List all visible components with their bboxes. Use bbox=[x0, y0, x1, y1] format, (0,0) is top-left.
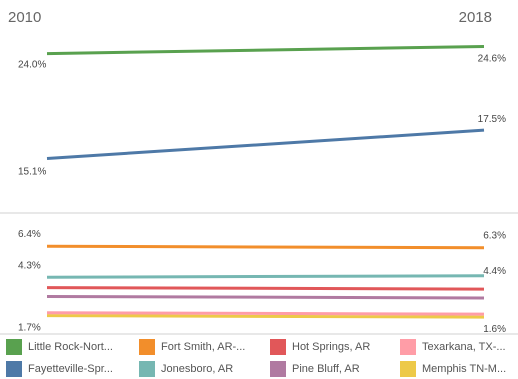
x-label-start: 2010 bbox=[8, 9, 41, 26]
legend-label: Fayetteville-Spr... bbox=[28, 363, 113, 375]
legend-swatch bbox=[139, 339, 155, 355]
legend-item[interactable]: Jonesboro, AR bbox=[139, 359, 233, 379]
value-label: 6.3% bbox=[483, 231, 506, 242]
legend-swatch bbox=[400, 339, 416, 355]
value-label: 1.6% bbox=[483, 324, 506, 335]
legend-item[interactable]: Hot Springs, AR bbox=[270, 337, 370, 357]
legend-swatch bbox=[270, 361, 286, 377]
series-line[interactable] bbox=[46, 286, 485, 291]
legend-label: Little Rock-Nort... bbox=[28, 341, 113, 353]
value-label: 24.0% bbox=[18, 60, 46, 71]
series-line[interactable] bbox=[46, 314, 485, 319]
series-line[interactable] bbox=[46, 274, 485, 279]
value-label: 24.6% bbox=[478, 54, 506, 65]
value-label: 4.4% bbox=[483, 266, 506, 277]
legend-swatch bbox=[6, 361, 22, 377]
legend: Little Rock-Nort... Fort Smith, AR-... H… bbox=[0, 337, 518, 379]
legend-item[interactable]: Pine Bluff, AR bbox=[270, 359, 360, 379]
legend-swatch bbox=[6, 339, 22, 355]
legend-label: Fort Smith, AR-... bbox=[161, 341, 246, 353]
series-line[interactable] bbox=[46, 244, 485, 250]
series-line[interactable] bbox=[46, 45, 485, 56]
series-line[interactable] bbox=[46, 294, 485, 300]
value-label: 17.5% bbox=[478, 114, 506, 125]
value-label: 4.3% bbox=[18, 260, 41, 271]
legend-item[interactable]: Little Rock-Nort... bbox=[6, 337, 113, 357]
legend-label: Texarkana, TX-... bbox=[422, 341, 506, 353]
legend-label: Memphis TN-M... bbox=[422, 363, 507, 375]
legend-label: Jonesboro, AR bbox=[161, 363, 234, 375]
legend-swatch bbox=[139, 361, 155, 377]
legend-swatch bbox=[270, 339, 286, 355]
legend-label: Pine Bluff, AR bbox=[292, 363, 360, 375]
legend-item[interactable]: Memphis TN-M... bbox=[400, 359, 506, 379]
series-line[interactable] bbox=[46, 128, 485, 160]
legend-swatch bbox=[400, 361, 416, 377]
x-label-end: 2018 bbox=[459, 9, 492, 26]
value-label: 15.1% bbox=[18, 166, 46, 177]
value-label: 6.4% bbox=[18, 229, 41, 240]
value-label: 1.7% bbox=[18, 323, 41, 334]
legend-label: Hot Springs, AR bbox=[292, 341, 371, 353]
legend-item[interactable]: Texarkana, TX-... bbox=[400, 337, 506, 357]
legend-item[interactable]: Fayetteville-Spr... bbox=[6, 359, 113, 379]
series-line[interactable] bbox=[46, 311, 485, 316]
slope-chart: 2010 2018 24.0% 24.6% 15.1% 17.5% 6.4% 6.3% 4.3%… bbox=[0, 9, 518, 335]
legend-item[interactable]: Fort Smith, AR-... bbox=[139, 337, 245, 357]
